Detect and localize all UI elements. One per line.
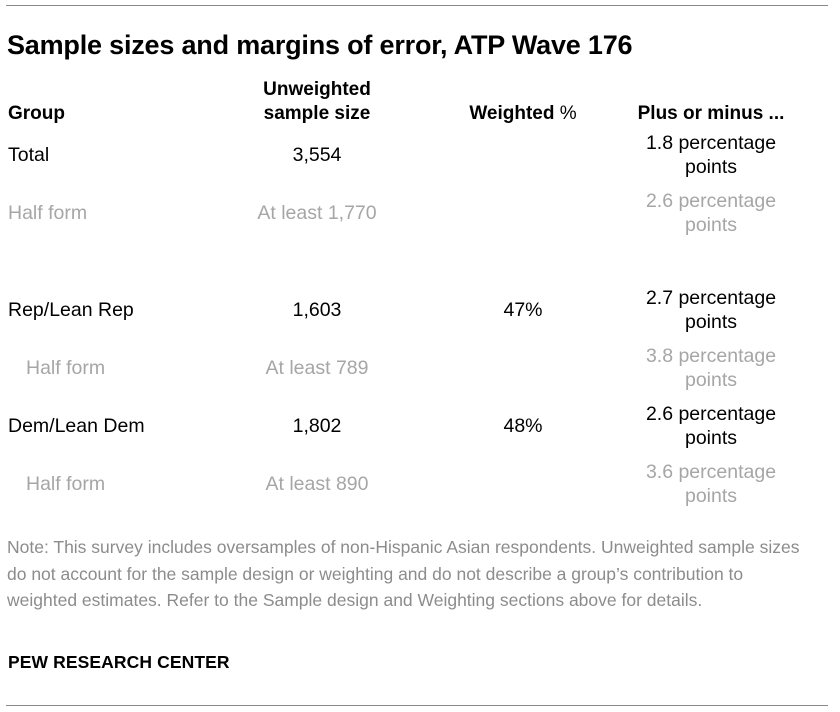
row-group-label: Total	[8, 144, 50, 166]
bottom-divider	[6, 705, 828, 706]
row-sample-size: At least 1,770	[257, 202, 377, 224]
row-margin-of-error: 2.7 percentage points	[626, 286, 796, 334]
header-weighted-suffix: %	[554, 103, 577, 124]
header-unweighted-line2: sample size	[263, 103, 371, 124]
table-row-total-half-form: Half form At least 1,770 2.6 percentage …	[0, 189, 840, 237]
row-margin-line1: 3.6 percentage	[645, 461, 777, 483]
row-margin-line2: points	[684, 214, 738, 236]
row-sample-size: 3,554	[292, 144, 342, 166]
row-group-label: Half form	[26, 357, 106, 379]
row-sample-size: 1,802	[292, 415, 342, 437]
row-sample-size: At least 789	[265, 357, 369, 379]
header-unweighted-line1: Unweighted	[263, 79, 371, 100]
header-weighted-percent: Weighted %	[443, 102, 603, 126]
row-margin-of-error: 2.6 percentage points	[626, 402, 796, 450]
row-weighted-percent: 48%	[503, 415, 543, 437]
header-weighted-label: Weighted	[469, 103, 555, 124]
row-group-label: Dem/Lean Dem	[8, 415, 145, 437]
row-margin-line2: points	[684, 369, 738, 391]
header-margin-of-error: Plus or minus ...	[637, 103, 785, 124]
row-group-label: Half form	[26, 473, 106, 495]
row-margin-of-error: 2.6 percentage points	[626, 189, 796, 237]
row-margin-line1: 2.6 percentage	[645, 403, 777, 425]
table-row-total: Total 3,554 1.8 percentage points	[0, 131, 840, 179]
row-margin-line2: points	[684, 311, 738, 333]
table-row-dem-half-form: Half form At least 890 3.6 percentage po…	[0, 460, 840, 508]
row-margin-of-error: 1.8 percentage points	[626, 131, 796, 179]
row-margin-line2: points	[684, 156, 738, 178]
row-margin-line2: points	[684, 485, 738, 507]
page-title: Sample sizes and margins of error, ATP W…	[7, 30, 633, 60]
row-group-label: Rep/Lean Rep	[8, 299, 134, 321]
header-unweighted-sample-size: Unweighted sample size	[232, 78, 402, 126]
row-weighted-percent: 47%	[503, 299, 543, 321]
row-sample-size: 1,603	[292, 299, 342, 321]
methodology-note: Note: This survey includes oversamples o…	[7, 537, 800, 610]
row-group-label: Half form	[8, 202, 88, 224]
table-row-rep-half-form: Half form At least 789 3.8 percentage po…	[0, 344, 840, 392]
table-row-rep-lean-rep: Rep/Lean Rep 1,603 47% 2.7 percentage po…	[0, 286, 840, 334]
row-sample-size: At least 890	[265, 473, 369, 495]
source-credit: PEW RESEARCH CENTER	[8, 652, 230, 672]
row-margin-line1: 1.8 percentage	[645, 132, 777, 154]
top-divider	[6, 5, 828, 6]
row-margin-line1: 2.6 percentage	[645, 190, 777, 212]
header-group: Group	[8, 103, 65, 124]
row-margin-of-error: 3.8 percentage points	[626, 344, 796, 392]
row-margin-line1: 3.8 percentage	[645, 345, 777, 367]
row-margin-of-error: 3.6 percentage points	[626, 460, 796, 508]
row-margin-line2: points	[684, 427, 738, 449]
row-margin-line1: 2.7 percentage	[645, 287, 777, 309]
table-row-dem-lean-dem: Dem/Lean Dem 1,802 48% 2.6 percentage po…	[0, 402, 840, 450]
